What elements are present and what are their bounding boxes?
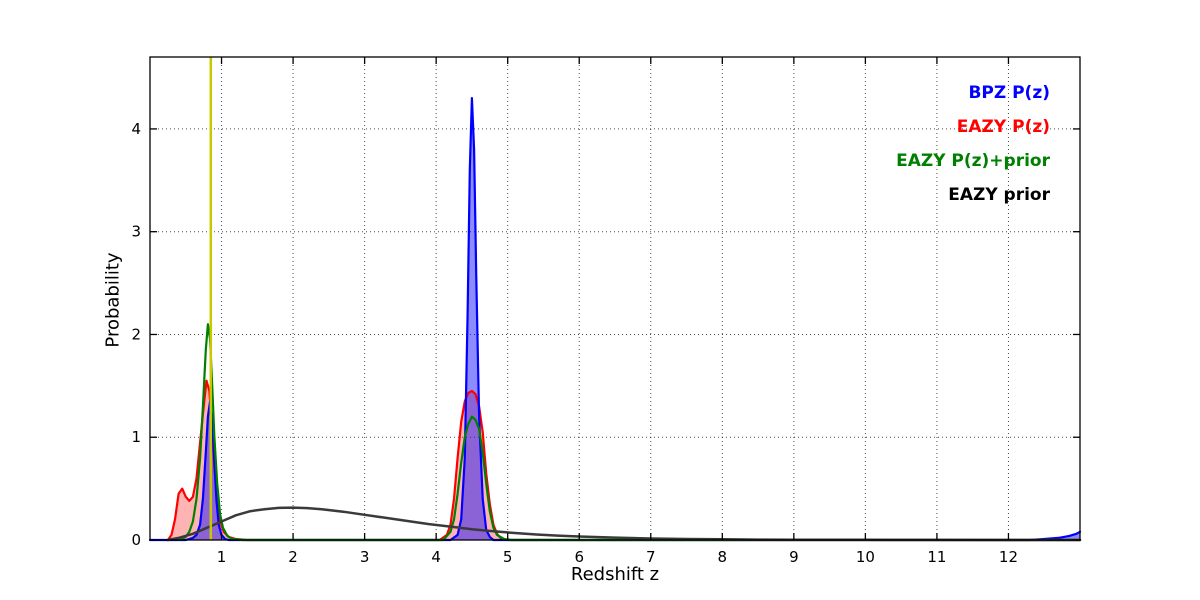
x-tick-label: 9	[789, 548, 799, 566]
legend-item-4: EAZY prior	[948, 185, 1050, 205]
legend-item-1: BPZ P(z)	[968, 83, 1050, 103]
legend: BPZ P(z) EAZY P(z) EAZY P(z)+prior EAZY pri…	[896, 76, 1050, 212]
x-tick-label: 8	[718, 548, 728, 566]
axes-frame	[149, 56, 1081, 541]
y-tick-label: 0	[131, 531, 141, 549]
x-tick-label: 5	[503, 548, 513, 566]
x-tick-label: 3	[360, 548, 370, 566]
x-tick-label: 2	[288, 548, 298, 566]
series-fill	[167, 380, 1080, 540]
series-line	[166, 379, 1082, 542]
series-line	[166, 506, 1082, 542]
x-tick-label: 11	[927, 548, 946, 566]
x-tick-label: 10	[856, 548, 875, 566]
x-tick-label: 4	[431, 548, 441, 566]
y-tick-label: 3	[131, 223, 141, 241]
y-tick-label: 4	[131, 120, 141, 138]
legend-item-2: EAZY P(z)	[956, 117, 1050, 137]
x-tick-label: 7	[646, 548, 656, 566]
y-tick-label: 1	[131, 428, 141, 446]
x-tick-label: 6	[574, 548, 584, 566]
x-tick-label: 1	[217, 548, 227, 566]
y-axis-label: Probability	[102, 252, 124, 348]
legend-item-3: EAZY P(z)+prior	[896, 151, 1050, 171]
x-axis-label: Redshift z	[570, 564, 660, 585]
y-tick-label: 2	[131, 325, 141, 343]
x-tick-label: 12	[999, 548, 1018, 566]
